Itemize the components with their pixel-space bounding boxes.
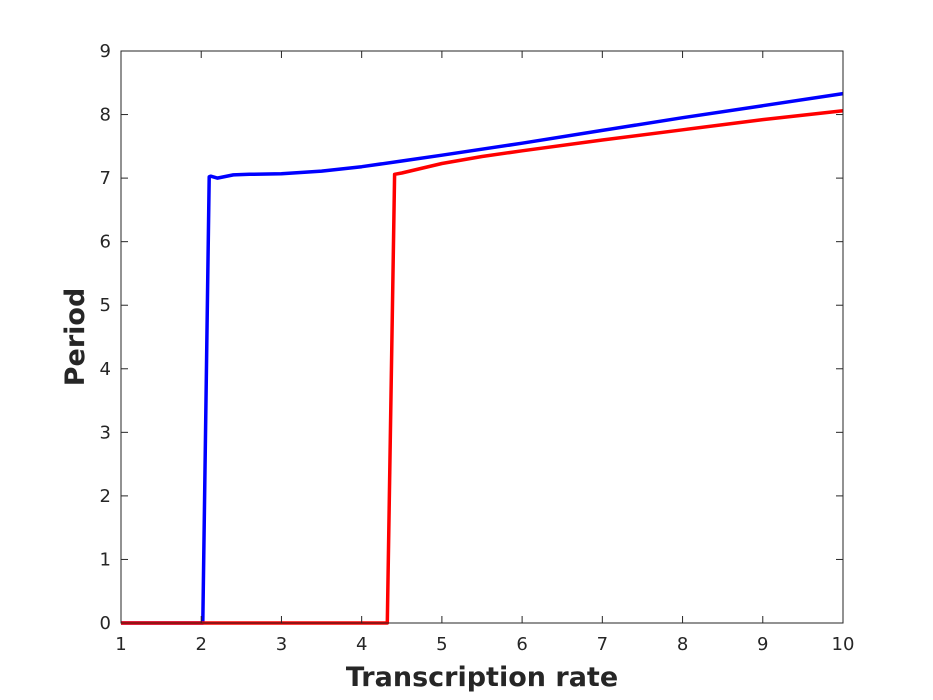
x-tick-label: 3 (276, 634, 287, 655)
x-tick-label: 1 (115, 634, 126, 655)
y-axis-label: Period (60, 288, 91, 387)
y-tick-label: 8 (100, 105, 111, 126)
y-tick-label: 6 (100, 232, 111, 253)
y-tick-label: 2 (100, 486, 111, 507)
x-axis-label: Transcription rate (346, 662, 618, 693)
y-tick-label: 1 (100, 549, 111, 570)
x-tick-label: 5 (436, 634, 447, 655)
x-tick-label: 4 (356, 634, 367, 655)
x-tick-label: 6 (516, 634, 527, 655)
plot-area-box (120, 50, 844, 624)
x-tick-label: 8 (677, 634, 688, 655)
y-tick-label: 5 (100, 295, 111, 316)
x-tick-label: 10 (832, 634, 855, 655)
y-tick-label: 4 (100, 359, 111, 380)
y-tick-label: 0 (100, 613, 111, 634)
blue-series-line (121, 91, 844, 625)
x-tick-label: 7 (597, 634, 608, 655)
y-tick-label: 3 (100, 422, 111, 443)
y-tick-label: 7 (100, 168, 111, 189)
x-tick-label: 2 (195, 634, 206, 655)
y-tick-label: 9 (100, 41, 111, 62)
x-tick-label: 9 (757, 634, 768, 655)
